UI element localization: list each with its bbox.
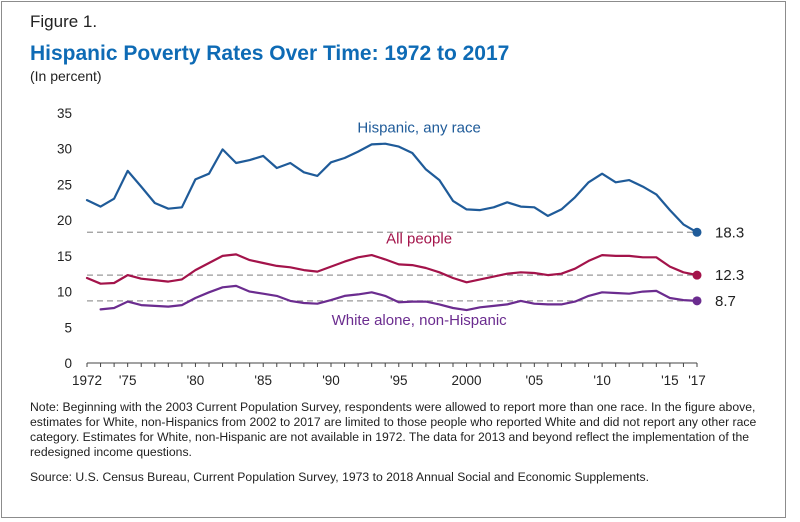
- end-value-label-all_people: 12.3: [715, 267, 744, 284]
- end-markers: [692, 227, 702, 306]
- chart-source: Source: U.S. Census Bureau, Current Popu…: [30, 470, 649, 484]
- x-tick-label: '17: [688, 373, 706, 388]
- end-point-white: [692, 296, 702, 306]
- chart-subtitle: (In percent): [30, 68, 102, 84]
- x-tick-label: '05: [526, 373, 544, 388]
- chart-note: Note: Beginning with the 2003 Current Po…: [30, 400, 757, 459]
- y-tick-label: 5: [64, 320, 72, 335]
- end-value-label-hispanic: 18.3: [715, 224, 744, 241]
- y-tick-label: 35: [57, 106, 72, 121]
- series-line-white: [99, 284, 699, 312]
- x-tick-label: '10: [593, 373, 611, 388]
- y-tick-label: 25: [57, 177, 72, 192]
- x-tick-label: '95: [390, 373, 408, 388]
- y-tick-label: 30: [57, 142, 72, 157]
- figure-frame: [1, 1, 786, 518]
- x-tick-label: '90: [322, 373, 340, 388]
- x-tick-label: '15: [661, 373, 679, 388]
- figure-label: Figure 1.: [30, 12, 98, 31]
- y-tick-label: 20: [57, 213, 72, 228]
- y-axis: 0 5 10 15 20 25 30 35: [57, 106, 72, 371]
- series-label-hispanic: Hispanic, any race: [357, 119, 480, 136]
- series-label-all_people: All people: [386, 231, 452, 248]
- chart-title: Hispanic Poverty Rates Over Time: 1972 t…: [30, 42, 510, 65]
- series-labels: Hispanic, any race All people White alone,…: [332, 119, 508, 329]
- x-axis: 1972 '75 '80 '85 '90 '95 2000 '05 '10 '15 '17: [72, 362, 706, 388]
- line-chart: 0 5 10 15 20 25 30 35 1972 '75 '80 '85 '90 '95 2000 '0…: [57, 106, 744, 388]
- y-tick-label: 15: [57, 249, 72, 264]
- series-lines: [85, 142, 699, 312]
- x-tick-label: 2000: [452, 373, 482, 388]
- series-line-all_people: [85, 253, 699, 285]
- series-label-white: White alone, non-Hispanic: [332, 312, 508, 329]
- x-tick-label: '75: [119, 373, 137, 388]
- x-tick-label: '85: [254, 373, 272, 388]
- series-line-hispanic: [85, 142, 699, 234]
- end-point-hispanic: [692, 227, 702, 237]
- end-value-label-white: 8.7: [715, 293, 736, 310]
- y-tick-label: 10: [57, 285, 72, 300]
- end-point-all_people: [692, 270, 702, 280]
- x-tick-label: '80: [187, 373, 205, 388]
- y-tick-label: 0: [64, 356, 72, 371]
- x-tick-label: 1972: [72, 373, 102, 388]
